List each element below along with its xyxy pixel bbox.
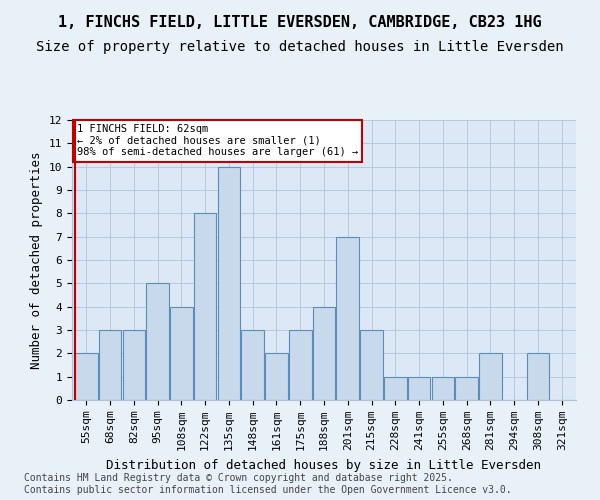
- Bar: [431, 376, 454, 400]
- Bar: [75, 354, 98, 400]
- Text: Contains HM Land Registry data © Crown copyright and database right 2025.
Contai: Contains HM Land Registry data © Crown c…: [24, 474, 512, 495]
- X-axis label: Distribution of detached houses by size in Little Eversden: Distribution of detached houses by size …: [107, 458, 542, 471]
- Bar: [527, 354, 549, 400]
- Bar: [337, 236, 359, 400]
- Bar: [384, 376, 407, 400]
- Bar: [265, 354, 288, 400]
- Bar: [194, 214, 217, 400]
- Bar: [170, 306, 193, 400]
- Bar: [408, 376, 430, 400]
- Text: 1 FINCHS FIELD: 62sqm
← 2% of detached houses are smaller (1)
98% of semi-detach: 1 FINCHS FIELD: 62sqm ← 2% of detached h…: [77, 124, 358, 158]
- Bar: [289, 330, 311, 400]
- Bar: [479, 354, 502, 400]
- Bar: [218, 166, 240, 400]
- Text: Size of property relative to detached houses in Little Eversden: Size of property relative to detached ho…: [36, 40, 564, 54]
- Y-axis label: Number of detached properties: Number of detached properties: [30, 151, 43, 369]
- Bar: [241, 330, 264, 400]
- Bar: [99, 330, 121, 400]
- Bar: [313, 306, 335, 400]
- Bar: [360, 330, 383, 400]
- Bar: [122, 330, 145, 400]
- Bar: [146, 284, 169, 400]
- Bar: [455, 376, 478, 400]
- Text: 1, FINCHS FIELD, LITTLE EVERSDEN, CAMBRIDGE, CB23 1HG: 1, FINCHS FIELD, LITTLE EVERSDEN, CAMBRI…: [58, 15, 542, 30]
